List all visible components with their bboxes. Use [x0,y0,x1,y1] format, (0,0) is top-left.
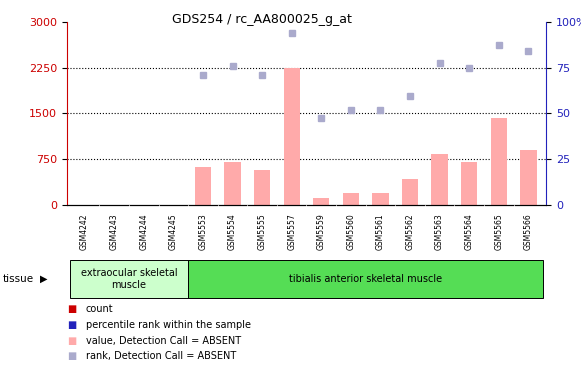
Text: ▶: ▶ [40,274,47,284]
Text: ■: ■ [67,351,76,362]
Bar [254,170,270,205]
Text: tissue: tissue [3,274,34,284]
Bar [520,150,536,205]
FancyBboxPatch shape [70,260,188,298]
Bar [402,179,418,205]
Bar [343,193,359,205]
Text: GSM5563: GSM5563 [435,213,444,250]
Text: tibialis anterior skeletal muscle: tibialis anterior skeletal muscle [289,274,442,284]
Text: GSM5559: GSM5559 [317,213,326,250]
Bar [432,154,448,205]
Text: GSM5555: GSM5555 [257,213,267,250]
Text: GSM4244: GSM4244 [139,213,148,250]
Text: GSM5562: GSM5562 [406,213,414,250]
Text: extraocular skeletal
muscle: extraocular skeletal muscle [81,268,177,290]
Text: GSM4243: GSM4243 [110,213,119,250]
Text: GSM5554: GSM5554 [228,213,237,250]
Text: GSM5553: GSM5553 [199,213,207,250]
Bar [372,193,389,205]
Text: rank, Detection Call = ABSENT: rank, Detection Call = ABSENT [86,351,236,362]
Text: count: count [86,304,114,314]
Bar [491,118,507,205]
Text: ■: ■ [67,336,76,346]
Text: GSM5557: GSM5557 [287,213,296,250]
Bar [195,167,211,205]
Bar [313,198,329,205]
Text: value, Detection Call = ABSENT: value, Detection Call = ABSENT [86,336,241,346]
Text: GSM5560: GSM5560 [346,213,356,250]
FancyBboxPatch shape [188,260,543,298]
Text: GSM5565: GSM5565 [494,213,503,250]
Text: ■: ■ [67,304,76,314]
Text: GSM4245: GSM4245 [169,213,178,250]
Text: GSM5566: GSM5566 [524,213,533,250]
Text: GDS254 / rc_AA800025_g_at: GDS254 / rc_AA800025_g_at [171,13,352,26]
Text: GSM5564: GSM5564 [465,213,474,250]
Text: ■: ■ [67,320,76,330]
Bar [284,68,300,205]
Bar [461,162,478,205]
Text: GSM4242: GSM4242 [80,213,89,250]
Text: GSM5561: GSM5561 [376,213,385,250]
Bar [224,162,241,205]
Text: percentile rank within the sample: percentile rank within the sample [86,320,251,330]
